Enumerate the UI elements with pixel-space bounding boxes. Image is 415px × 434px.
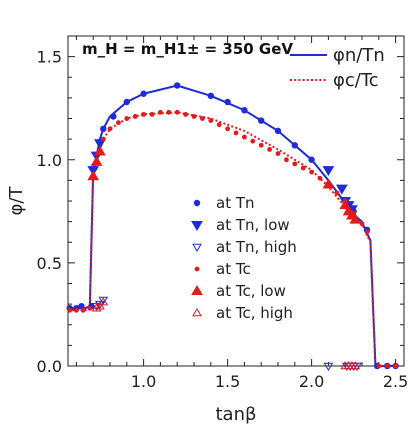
mass-annotation: m_H = m_H1± = 350 GeV xyxy=(82,40,293,58)
y-tick-label: 1.5 xyxy=(37,48,62,67)
marker-at-tc-low xyxy=(87,170,100,181)
x-tick-label: 1.5 xyxy=(215,372,240,391)
marker-at-tc xyxy=(317,175,323,181)
x-tick-label: 1.0 xyxy=(131,372,156,391)
legend-marker-swatch xyxy=(192,243,202,252)
marker-at-tn xyxy=(100,125,107,133)
legend-line-label: φc/Tc xyxy=(333,70,379,91)
marker-at-tc xyxy=(292,161,298,167)
marker-at-tn xyxy=(291,142,298,149)
marker-at-tc xyxy=(384,363,390,369)
marker-at-tn-low xyxy=(94,139,106,150)
marker-at-tc xyxy=(87,305,93,311)
marker-at-tn xyxy=(308,156,315,163)
legend-marker-swatch xyxy=(191,221,203,231)
marker-at-tn xyxy=(224,98,231,106)
marker-at-tc xyxy=(132,114,138,119)
marker-at-tc xyxy=(359,221,365,227)
marker-at-tn xyxy=(140,90,147,97)
marker-at-tc xyxy=(364,229,370,235)
marker-at-tc xyxy=(242,134,247,140)
marker-at-tc xyxy=(74,307,79,313)
marker-at-tc xyxy=(158,109,163,115)
marker-at-tc xyxy=(191,114,197,119)
x-tick-label: 2.0 xyxy=(299,372,324,391)
legend-line-label: φn/Tn xyxy=(333,45,385,66)
marker-at-tn xyxy=(258,117,265,124)
marker-at-tc xyxy=(183,111,189,117)
marker-at-tc xyxy=(309,169,314,175)
marker-at-tc xyxy=(225,126,231,132)
marker-at-tc xyxy=(116,120,121,126)
y-axis-title: φ/T xyxy=(6,186,27,216)
marker-at-tc xyxy=(258,142,264,148)
legend-marker-label: at Tn xyxy=(216,194,255,212)
marker-at-tc-low xyxy=(349,213,362,224)
marker-at-tc-high xyxy=(91,303,102,312)
marker-at-tc xyxy=(334,190,340,196)
legend-marker-swatch xyxy=(192,308,202,317)
legend-marker-swatch xyxy=(191,285,203,295)
marker-at-tc xyxy=(216,122,222,128)
legend-marker-label: at Tc xyxy=(216,260,251,278)
marker-at-tc xyxy=(149,111,155,117)
x-tick-label: 2.5 xyxy=(383,372,408,391)
marker-at-tn xyxy=(78,302,85,310)
marker-at-tn xyxy=(110,113,117,120)
marker-at-tc xyxy=(166,109,172,115)
marker-at-tc xyxy=(200,116,205,121)
marker-at-tc-high xyxy=(350,361,361,370)
marker-at-tn xyxy=(207,92,214,100)
marker-at-tc xyxy=(300,165,306,171)
marker-at-tn xyxy=(174,82,181,89)
marker-at-tc xyxy=(267,147,272,152)
marker-at-tc xyxy=(80,307,86,313)
marker-at-tc xyxy=(124,116,130,121)
legend-marker-swatch xyxy=(194,266,200,272)
legend-marker-label: at Tc, low xyxy=(216,282,286,300)
marker-at-tc xyxy=(275,151,281,156)
marker-at-tc xyxy=(100,136,106,142)
marker-at-tn-high xyxy=(323,362,334,371)
legend-marker-swatch xyxy=(193,199,201,207)
marker-at-tc-low xyxy=(94,145,106,156)
marker-at-tn-low xyxy=(322,166,335,177)
plot-area: 1.0 1.5 2.0 2.5 0.0 0.5 1.0 1.5 tanβ φ/T m_H = m_H… xyxy=(6,35,408,425)
y-tick-label: 1.0 xyxy=(37,151,62,170)
marker-at-tc-low xyxy=(322,178,335,189)
marker-at-tc-low xyxy=(339,199,352,210)
marker-at-tc-high xyxy=(95,301,105,310)
marker-at-tc xyxy=(107,126,113,132)
legend-marker-label: at Tn, low xyxy=(216,216,290,234)
marker-at-tn xyxy=(123,98,130,106)
marker-at-tc xyxy=(141,111,147,117)
marker-at-tn xyxy=(274,127,282,135)
marker-at-tn xyxy=(241,107,248,114)
marker-at-tc xyxy=(250,138,256,144)
marker-at-tc-high xyxy=(98,297,109,306)
y-tick-label: 0.5 xyxy=(37,254,62,273)
y-tick-label: 0.0 xyxy=(37,357,62,376)
marker-at-tc-low xyxy=(90,155,103,166)
marker-at-tc xyxy=(67,307,73,313)
marker-at-tc xyxy=(174,109,180,115)
marker-at-tc xyxy=(208,118,214,123)
marker-at-tn-low xyxy=(335,184,348,195)
legend-marker-label: at Tn, high xyxy=(216,238,297,256)
marker-at-tc xyxy=(376,363,382,369)
marker-at-tc xyxy=(233,130,239,136)
legend-marker-label: at Tc, high xyxy=(216,304,293,322)
x-axis-title: tanβ xyxy=(216,404,257,425)
marker-at-tc xyxy=(393,363,398,369)
marker-at-tc xyxy=(284,157,289,163)
